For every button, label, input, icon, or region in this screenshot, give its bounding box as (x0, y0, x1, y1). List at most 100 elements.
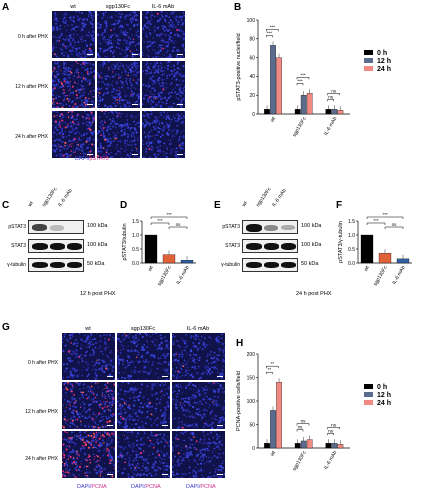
marker-positive-nucleus (85, 140, 88, 143)
dapi-nucleus (217, 390, 219, 392)
dapi-nucleus (59, 35, 62, 37)
dapi-nucleus (118, 47, 120, 50)
dapi-nucleus (89, 12, 92, 14)
dapi-nucleus (159, 56, 161, 58)
band (32, 224, 47, 231)
marker-positive-nucleus (106, 405, 109, 408)
marker-positive-nucleus (135, 356, 138, 358)
marker-positive-nucleus (62, 85, 65, 87)
dapi-nucleus (187, 384, 190, 387)
dapi-nucleus (62, 376, 65, 379)
dapi-nucleus (163, 418, 166, 421)
dapi-nucleus (88, 346, 91, 348)
dapi-nucleus (138, 338, 140, 340)
dapi-nucleus (170, 66, 172, 68)
dapi-nucleus (120, 147, 122, 150)
dapi-nucleus (127, 46, 130, 49)
dapi-nucleus (207, 449, 210, 452)
marker-positive-nucleus (83, 101, 86, 104)
band (50, 243, 65, 250)
dapi-nucleus (153, 31, 156, 33)
dapi-nucleus (135, 124, 137, 126)
dapi-nucleus (221, 337, 223, 339)
dapi-nucleus (185, 454, 187, 456)
dapi-nucleus (129, 19, 132, 21)
dapi-nucleus (119, 11, 121, 12)
dapi-nucleus (184, 111, 185, 113)
dapi-nucleus (70, 451, 73, 454)
panel-g-col-sgp130fc: sgp130Fc (130, 326, 156, 332)
dapi-nucleus (70, 438, 73, 441)
dapi-nucleus (192, 341, 195, 345)
dapi-nucleus (69, 41, 72, 44)
dapi-nucleus (118, 340, 121, 342)
dapi-nucleus (198, 338, 200, 341)
dapi-nucleus (142, 462, 144, 465)
dapi-nucleus (76, 130, 79, 133)
dapi-nucleus (217, 396, 220, 399)
dapi-nucleus (163, 394, 166, 397)
dapi-nucleus (179, 146, 183, 149)
dapi-nucleus (202, 431, 205, 433)
marker-positive-nucleus (96, 359, 98, 361)
dapi-nucleus (184, 95, 185, 97)
dapi-nucleus (168, 341, 170, 344)
dapi-nucleus (161, 390, 163, 392)
dapi-nucleus (139, 356, 142, 359)
dapi-nucleus (79, 76, 82, 79)
dapi-nucleus (125, 147, 127, 149)
dapi-nucleus (180, 364, 183, 367)
dapi-nucleus (219, 464, 222, 468)
dapi-nucleus (113, 421, 115, 424)
marker-positive-nucleus (69, 438, 71, 440)
dapi-nucleus (81, 370, 84, 372)
dapi-nucleus (157, 357, 160, 360)
dapi-nucleus (128, 463, 132, 466)
dapi-nucleus (114, 122, 117, 126)
marker-positive-nucleus (93, 393, 95, 395)
dapi-nucleus (146, 61, 149, 63)
dapi-nucleus (159, 18, 161, 20)
dapi-nucleus (75, 353, 78, 356)
dapi-nucleus (63, 52, 65, 54)
dapi-nucleus (157, 362, 160, 365)
dapi-nucleus (122, 106, 124, 108)
dapi-nucleus (214, 431, 217, 433)
dapi-nucleus (144, 120, 147, 122)
dapi-nucleus (154, 127, 157, 130)
dapi-nucleus (86, 113, 89, 116)
dapi-nucleus (74, 427, 76, 429)
marker-positive-nucleus (81, 445, 84, 447)
dapi-nucleus (135, 67, 138, 70)
marker-positive-nucleus (119, 112, 121, 114)
marker-positive-nucleus (74, 81, 76, 84)
panel-c-lane-wt: wt (27, 200, 35, 208)
micrograph-background (117, 382, 170, 429)
dapi-nucleus (93, 89, 95, 92)
dapi-nucleus (194, 395, 197, 398)
dapi-nucleus (89, 43, 92, 46)
dapi-nucleus (166, 12, 169, 14)
dapi-nucleus (138, 152, 140, 154)
dapi-nucleus (84, 39, 86, 42)
dapi-nucleus (185, 374, 187, 376)
dapi-nucleus (174, 136, 176, 138)
dapi-nucleus (167, 106, 170, 108)
dapi-nucleus (168, 386, 170, 388)
dapi-nucleus (142, 396, 145, 399)
marker-positive-nucleus (79, 152, 82, 155)
dapi-nucleus (85, 23, 87, 26)
dapi-nucleus (192, 394, 195, 397)
dapi-nucleus (120, 48, 123, 50)
dapi-nucleus (72, 343, 75, 346)
dapi-nucleus (128, 156, 130, 158)
panel-h-y-tick-label: 50 (249, 422, 255, 428)
dapi-nucleus (120, 398, 123, 400)
panel-c-blot-tubulin (28, 258, 84, 272)
dapi-nucleus (109, 157, 112, 158)
dapi-nucleus (154, 63, 157, 66)
dapi-nucleus (97, 140, 99, 142)
dapi-nucleus (212, 398, 215, 401)
dapi-nucleus (63, 333, 65, 335)
dapi-nucleus (119, 388, 122, 391)
